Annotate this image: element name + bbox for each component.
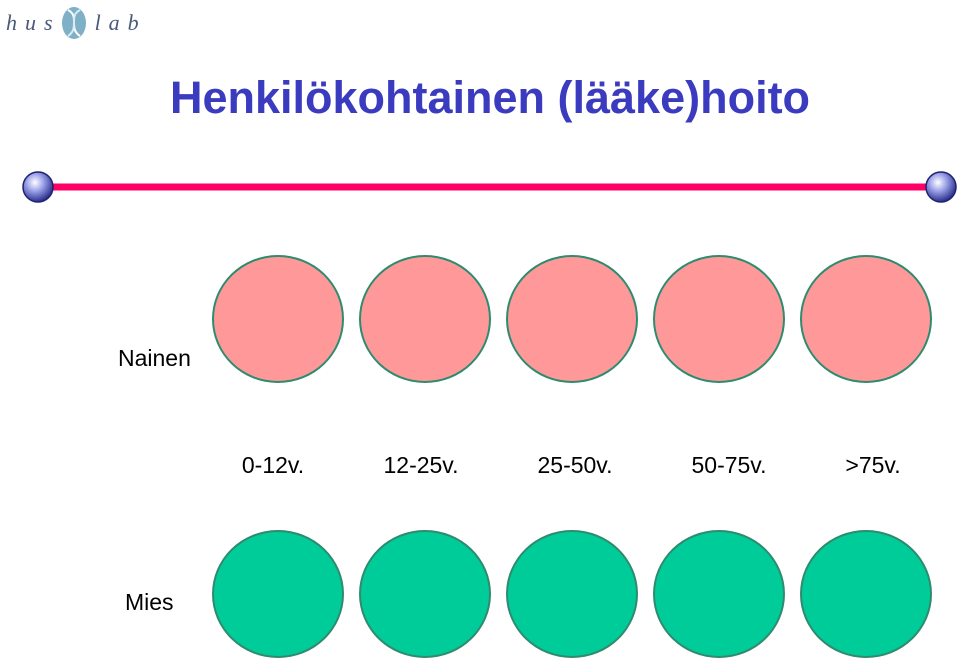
huslab-logo: hus lab [6, 4, 147, 42]
female-circle-0 [212, 255, 344, 383]
female-circle-3 [653, 255, 785, 383]
male-row-label: Mies [125, 589, 174, 615]
male-circle-1 [359, 530, 491, 658]
timeline-end-knob [925, 171, 957, 203]
female-circle-4 [800, 255, 932, 383]
male-circle-2 [506, 530, 638, 658]
age-label-3: 50-75v. [691, 452, 767, 478]
age-label-4: >75v. [845, 452, 901, 478]
age-label-2: 25-50v. [537, 452, 613, 478]
female-row-label: Nainen [118, 345, 191, 371]
page-title: Henkilökohtainen (lääke)hoito [169, 72, 811, 123]
female-circle-1 [359, 255, 491, 383]
logo-text-left: hus [6, 10, 61, 35]
male-circle-0 [212, 530, 344, 658]
age-label-0: 0-12v. [241, 452, 305, 478]
female-circle-2 [506, 255, 638, 383]
dna-helix-icon [61, 7, 86, 39]
age-label-1: 12-25v. [383, 452, 459, 478]
timeline-start-knob [22, 171, 54, 203]
male-circle-3 [653, 530, 785, 658]
male-circle-4 [800, 530, 932, 658]
logo-text-right: lab [94, 10, 147, 35]
